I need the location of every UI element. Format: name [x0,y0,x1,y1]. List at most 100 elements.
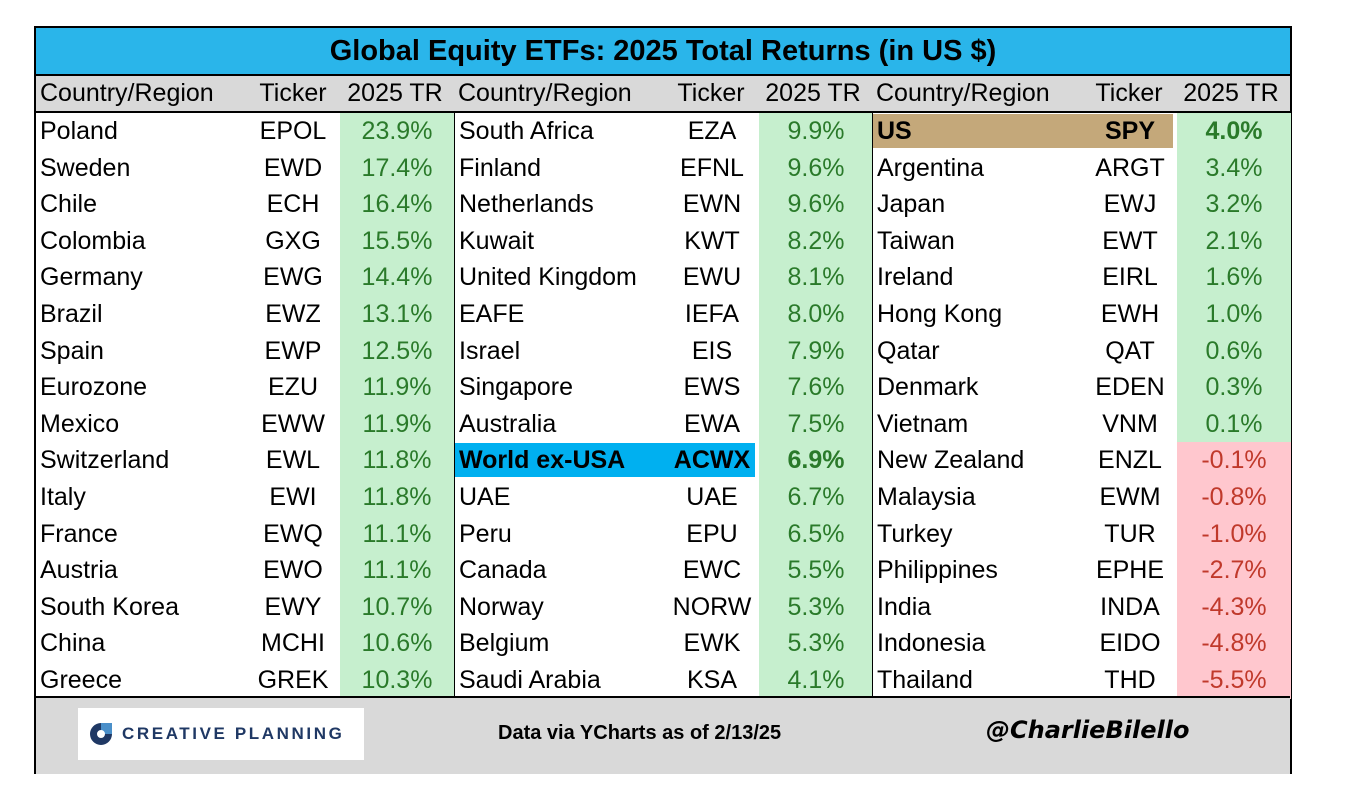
table-row: US SPY 4.0% [873,113,1291,150]
table-row: Thailand THD -5.5% [873,662,1291,699]
table-panel-2: South Africa EZA 9.9% Finland EFNL 9.6% Nether… [454,113,873,699]
ticker-cell: EIRL [1102,263,1158,292]
country-cell: Brazil [40,300,103,328]
ticker-cell: EWG [263,263,323,292]
table-row: United Kingdom EWU 8.1% [455,259,873,296]
return-cell: 5.3% [759,625,873,662]
column-header-ticker: Ticker [1095,79,1163,107]
return-cell: 5.5% [759,552,873,589]
table-row: Switzerland EWL 11.8% [36,442,454,479]
return-cell: 4.1% [759,662,873,699]
country-cell: New Zealand [877,446,1025,475]
table-row: India INDA -4.3% [873,588,1291,626]
ticker-cell: EWN [682,190,742,219]
us-highlight-fill [873,114,1173,148]
table-row: UAE UAE 6.7% [455,479,873,516]
table-row: Singapore EWS 7.6% [455,369,873,406]
ticker-cell: ARGT [1095,153,1165,182]
return-cell: 12.5% [340,332,454,370]
table-row: China MCHI 10.6% [36,625,454,662]
table-row: Israel EIS 7.9% [455,332,873,370]
ticker-cell: SPY [1104,117,1156,145]
return-cell: 16.4% [340,186,454,223]
ticker-cell: EPHE [1095,556,1165,585]
ticker-cell: EZA [687,117,737,145]
table-row: Malaysia EWM -0.8% [873,479,1291,516]
table-row: Sweden EWD 17.4% [36,149,454,187]
country-cell: Netherlands [459,190,594,219]
country-cell: Switzerland [40,446,170,475]
return-cell: -0.1% [1177,442,1291,479]
table-row: New Zealand ENZL -0.1% [873,442,1291,479]
return-cell: 13.1% [340,296,454,333]
table-title: Global Equity ETFs: 2025 Total Returns (… [36,28,1290,76]
table-row: Italy EWI 11.8% [36,479,454,516]
country-cell: Spain [40,336,104,365]
ticker-cell: EWA [683,409,741,438]
country-cell: Belgium [459,629,550,658]
table-panel-1: Poland EPOL 23.9% Sweden EWD 17.4% Chile ECH 16.… [36,113,454,699]
country-cell: United Kingdom [459,263,637,292]
return-cell: 8.1% [759,259,873,296]
return-cell: 1.0% [1177,296,1291,333]
table-row: Ireland EIRL 1.6% [873,259,1291,296]
table-row: France EWQ 11.1% [36,515,454,553]
table-row: Argentina ARGT 3.4% [873,149,1291,187]
column-header-country: Country/Region [876,79,1050,107]
return-cell: 11.1% [340,552,454,589]
footer: CREATIVE PLANNING Data via YCharts as of… [36,696,1290,774]
creative-planning-logo: CREATIVE PLANNING [78,708,364,760]
ticker-cell: EWL [265,446,321,475]
country-cell: Turkey [877,519,953,548]
table-row: Norway NORW 5.3% [455,588,873,626]
ticker-cell: EWP [264,336,322,365]
column-header-tr: 2025 TR [765,79,861,107]
country-cell: South Korea [40,592,179,621]
country-cell: Philippines [877,556,998,585]
ticker-cell: EFNL [680,153,744,182]
table-row: Poland EPOL 23.9% [36,113,454,150]
ticker-cell: EWY [264,592,322,621]
country-cell: Kuwait [459,226,535,255]
return-cell: 6.5% [759,515,873,553]
country-cell: EAFE [459,300,525,328]
ticker-cell: KWT [684,226,740,255]
return-cell: 0.6% [1177,332,1291,370]
table-row: Japan EWJ 3.2% [873,186,1291,223]
country-cell: Colombia [40,226,146,255]
table-row: Chile ECH 16.4% [36,186,454,223]
return-cell: 7.6% [759,369,873,406]
return-cell: 8.2% [759,222,873,260]
ticker-cell: EDEN [1095,373,1165,402]
country-cell: Germany [40,263,143,292]
country-cell: India [877,592,932,621]
table-row: Brazil EWZ 13.1% [36,296,454,333]
return-cell: 0.1% [1177,405,1291,443]
table-row: Peru EPU 6.5% [455,515,873,553]
table-row: Belgium EWK 5.3% [455,625,873,662]
ticker-cell: EIS [691,336,733,365]
column-header-tr: 2025 TR [347,79,443,107]
table-row: Qatar QAT 0.6% [873,332,1291,370]
table-row: Austria EWO 11.1% [36,552,454,589]
ticker-cell: EPU [686,519,738,548]
country-cell: US [877,117,912,145]
country-cell: Norway [459,592,544,621]
ticker-cell: EWK [683,629,741,658]
country-cell: Hong Kong [877,300,1003,328]
country-cell: Eurozone [40,373,148,402]
country-cell: UAE [459,483,511,511]
return-cell: 6.7% [759,479,873,516]
ticker-cell: ENZL [1098,446,1162,475]
country-cell: Argentina [877,153,985,182]
return-cell: 3.4% [1177,149,1291,187]
return-cell: 7.5% [759,405,873,443]
return-cell: 23.9% [340,113,454,150]
column-header-row: Country/Region Ticker 2025 TR Country/Regio… [36,76,1290,113]
ticker-cell: KSA [686,666,738,694]
ticker-cell: TUR [1104,519,1156,548]
return-cell: 5.3% [759,588,873,626]
author-handle: @CharlieBilello [986,716,1190,744]
table-row: Colombia GXG 15.5% [36,222,454,260]
ticker-cell: ACWX [673,446,751,475]
